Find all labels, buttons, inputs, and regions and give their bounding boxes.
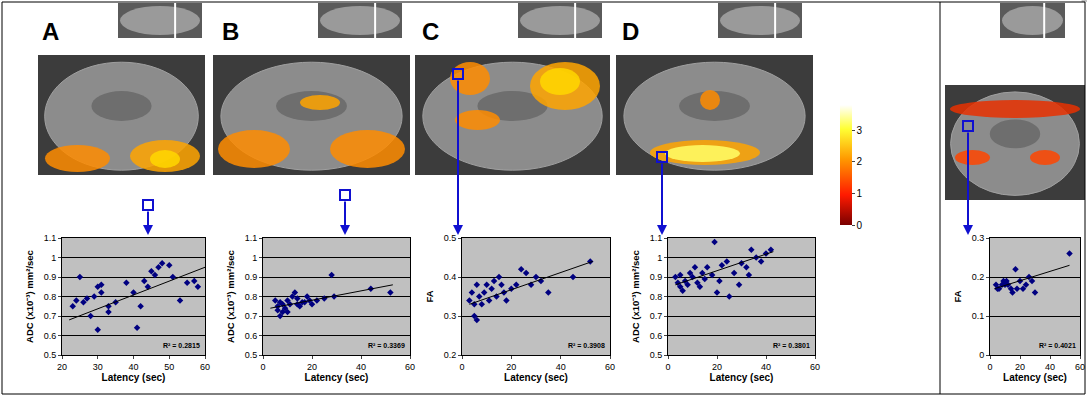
svg-text:0.2: 0.2	[972, 272, 985, 282]
svg-text:Latency (sec): Latency (sec)	[710, 372, 774, 383]
svg-text:Latency (sec): Latency (sec)	[1003, 372, 1067, 383]
svg-text:0: 0	[987, 362, 992, 372]
svg-text:A: A	[42, 18, 59, 45]
svg-text:0.9: 0.9	[245, 272, 258, 282]
svg-text:40: 40	[128, 362, 138, 372]
svg-text:0.8: 0.8	[650, 292, 663, 302]
svg-text:0.6: 0.6	[44, 331, 57, 341]
svg-text:0: 0	[979, 350, 984, 360]
svg-text:20: 20	[1015, 362, 1025, 372]
svg-text:20: 20	[506, 362, 516, 372]
svg-text:ADC (x10⁻³) mm²/sec: ADC (x10⁻³) mm²/sec	[225, 250, 236, 343]
svg-text:20: 20	[307, 362, 317, 372]
svg-text:1: 1	[657, 253, 662, 263]
svg-text:60: 60	[810, 362, 820, 372]
svg-text:1: 1	[857, 188, 863, 199]
svg-text:0.4: 0.4	[444, 272, 457, 282]
svg-text:0.7: 0.7	[650, 311, 663, 321]
svg-text:20: 20	[712, 362, 722, 372]
svg-text:0.7: 0.7	[44, 311, 57, 321]
svg-text:0.6: 0.6	[245, 331, 258, 341]
svg-text:0.8: 0.8	[245, 292, 258, 302]
svg-text:FA: FA	[424, 290, 435, 302]
svg-text:2: 2	[857, 156, 863, 167]
svg-text:0: 0	[260, 362, 265, 372]
svg-text:3: 3	[857, 125, 863, 136]
svg-text:60: 60	[1075, 362, 1085, 372]
svg-text:40: 40	[356, 362, 366, 372]
svg-text:0.1: 0.1	[972, 311, 985, 321]
svg-text:R² = 0.3908: R² = 0.3908	[568, 342, 605, 349]
svg-text:B: B	[222, 18, 239, 45]
svg-text:60: 60	[200, 362, 210, 372]
svg-text:0: 0	[665, 362, 670, 372]
svg-text:1: 1	[252, 253, 257, 263]
svg-text:40: 40	[556, 362, 566, 372]
svg-text:R² = 0.3801: R² = 0.3801	[773, 342, 810, 349]
svg-text:0.7: 0.7	[245, 311, 258, 321]
svg-text:1.1: 1.1	[44, 233, 57, 243]
svg-text:60: 60	[605, 362, 615, 372]
svg-text:D: D	[622, 18, 639, 45]
svg-text:40: 40	[761, 362, 771, 372]
svg-text:Latency (sec): Latency (sec)	[102, 372, 166, 383]
svg-text:40: 40	[1045, 362, 1055, 372]
svg-text:0.6: 0.6	[650, 331, 663, 341]
svg-text:0.5: 0.5	[444, 233, 457, 243]
svg-text:Latency (sec): Latency (sec)	[504, 372, 568, 383]
svg-text:R² = 0.3369: R² = 0.3369	[368, 342, 405, 349]
svg-text:0: 0	[459, 362, 464, 372]
svg-text:20: 20	[57, 362, 67, 372]
svg-text:ADC (x10⁻³) mm²/sec: ADC (x10⁻³) mm²/sec	[630, 250, 641, 343]
svg-text:50: 50	[164, 362, 174, 372]
svg-text:0.5: 0.5	[245, 350, 258, 360]
svg-text:0: 0	[857, 220, 863, 231]
svg-text:0.3: 0.3	[444, 311, 457, 321]
svg-text:FA: FA	[952, 290, 963, 302]
svg-text:ADC (x10⁻³) mm²/sec: ADC (x10⁻³) mm²/sec	[24, 250, 35, 343]
svg-text:0.3: 0.3	[972, 233, 985, 243]
svg-text:0.5: 0.5	[650, 350, 663, 360]
svg-text:30: 30	[93, 362, 103, 372]
svg-text:1.1: 1.1	[245, 233, 258, 243]
svg-text:C: C	[422, 18, 439, 45]
svg-text:0.8: 0.8	[44, 292, 57, 302]
svg-text:Latency (sec): Latency (sec)	[305, 372, 369, 383]
svg-text:0.9: 0.9	[650, 272, 663, 282]
svg-text:R² = 0.4021: R² = 0.4021	[1039, 342, 1076, 349]
svg-text:0.9: 0.9	[44, 272, 57, 282]
svg-text:0.5: 0.5	[44, 350, 57, 360]
svg-text:0.2: 0.2	[444, 350, 457, 360]
svg-text:1.1: 1.1	[650, 233, 663, 243]
svg-text:1: 1	[51, 253, 56, 263]
svg-text:60: 60	[405, 362, 415, 372]
svg-text:R² = 0.2815: R² = 0.2815	[163, 342, 200, 349]
